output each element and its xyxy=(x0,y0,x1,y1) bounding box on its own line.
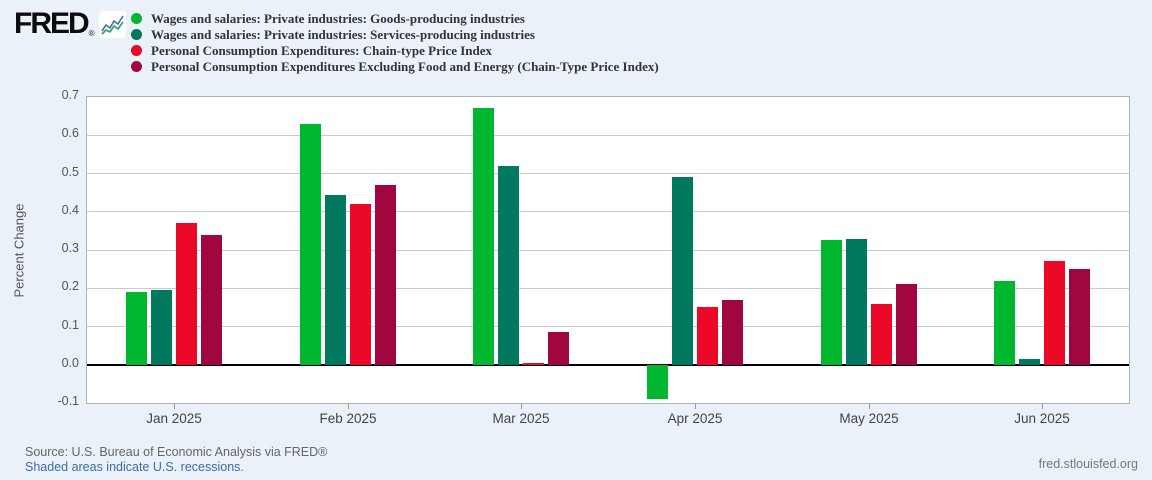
bar xyxy=(1044,261,1065,365)
bar xyxy=(473,108,494,365)
legend-label: Wages and salaries: Private industries: … xyxy=(151,26,535,42)
gridline xyxy=(87,287,1129,289)
gridline xyxy=(87,173,1129,174)
y-tick-label: 0.6 xyxy=(61,126,79,141)
bar xyxy=(871,303,892,365)
bar xyxy=(896,284,917,365)
x-axis-tick xyxy=(521,404,522,409)
bar xyxy=(548,332,569,365)
fred-sparkline-icon xyxy=(98,11,126,38)
legend-label: Personal Consumption Expenditures Exclud… xyxy=(151,58,659,74)
bar xyxy=(647,364,668,400)
x-axis-tick xyxy=(174,404,175,409)
registered-mark: ® xyxy=(88,29,95,38)
x-axis-tick xyxy=(1042,404,1043,409)
legend-item: Personal Consumption Expenditures Exclud… xyxy=(131,59,659,74)
bar xyxy=(176,223,197,365)
y-tick-label: 0.4 xyxy=(61,202,79,217)
bar xyxy=(994,280,1015,365)
bar xyxy=(201,234,222,365)
zero-line xyxy=(87,363,1129,366)
x-axis-label: May 2025 xyxy=(839,411,899,426)
legend-item: Wages and salaries: Private industries: … xyxy=(131,27,659,42)
fred-logo-text: FRED xyxy=(14,7,90,40)
bar xyxy=(1019,359,1040,365)
fred-logo: FRED ® xyxy=(14,9,126,39)
legend-dot-icon xyxy=(131,29,142,40)
legend-dot-icon xyxy=(131,13,142,24)
bar xyxy=(722,299,743,365)
x-axis-label: Feb 2025 xyxy=(319,411,377,426)
source-note: Source: U.S. Bureau of Economic Analysis… xyxy=(25,445,328,459)
x-axis-label: Mar 2025 xyxy=(492,411,550,426)
y-tick-label: 0.0 xyxy=(61,355,79,370)
bar xyxy=(126,292,147,365)
bar xyxy=(350,204,371,365)
legend-label: Personal Consumption Expenditures: Chain… xyxy=(151,42,493,58)
gridline xyxy=(87,326,1129,327)
gridline xyxy=(87,211,1129,213)
y-tick-label: 0.3 xyxy=(61,241,79,255)
bar xyxy=(151,290,172,365)
bar xyxy=(672,177,693,365)
bar xyxy=(697,307,718,365)
bar xyxy=(523,362,544,365)
x-axis-label: Apr 2025 xyxy=(667,411,723,426)
bar xyxy=(375,184,396,365)
legend-item: Personal Consumption Expenditures: Chain… xyxy=(131,43,659,58)
y-tick-label: 0.7 xyxy=(61,88,79,102)
legend-dot-icon xyxy=(131,45,142,56)
legend-dot-icon xyxy=(131,61,142,72)
y-tick-label: 0.1 xyxy=(61,317,79,332)
y-tick-label: 0.2 xyxy=(61,279,79,294)
x-axis-tick xyxy=(695,404,696,409)
x-axis-tick xyxy=(348,404,349,409)
x-axis-label: Jan 2025 xyxy=(146,411,202,426)
gridline xyxy=(87,134,1129,136)
y-tick-label: 0.5 xyxy=(61,164,79,179)
bar xyxy=(325,194,346,365)
plot-area: Jan 2025 Feb 2025 Mar 2025 Apr 2025 May 2025… xyxy=(86,96,1130,426)
y-axis-title: Percent Change xyxy=(11,203,27,298)
x-axis-tick xyxy=(869,404,870,409)
recessions-link[interactable]: Shaded areas indicate U.S. recessions. xyxy=(25,460,244,474)
site-url: fred.stlouisfed.org xyxy=(1038,457,1138,471)
x-axis-label: Jun 2025 xyxy=(1014,411,1070,426)
bar xyxy=(498,165,519,365)
bar xyxy=(1069,269,1090,365)
legend-label: Wages and salaries: Private industries: … xyxy=(151,10,525,26)
y-tick-label: -0.1 xyxy=(57,394,79,408)
bar xyxy=(300,123,321,365)
y-axis-tick-labels: -0.1 0.0 0.1 0.2 0.3 0.4 0.5 0.6 0.7 xyxy=(0,0,79,480)
gridline xyxy=(87,249,1129,251)
bar xyxy=(821,240,842,365)
chart-legend: Wages and salaries: Private industries: … xyxy=(131,11,659,75)
legend-item: Wages and salaries: Private industries: … xyxy=(131,11,659,26)
bar xyxy=(846,238,867,365)
